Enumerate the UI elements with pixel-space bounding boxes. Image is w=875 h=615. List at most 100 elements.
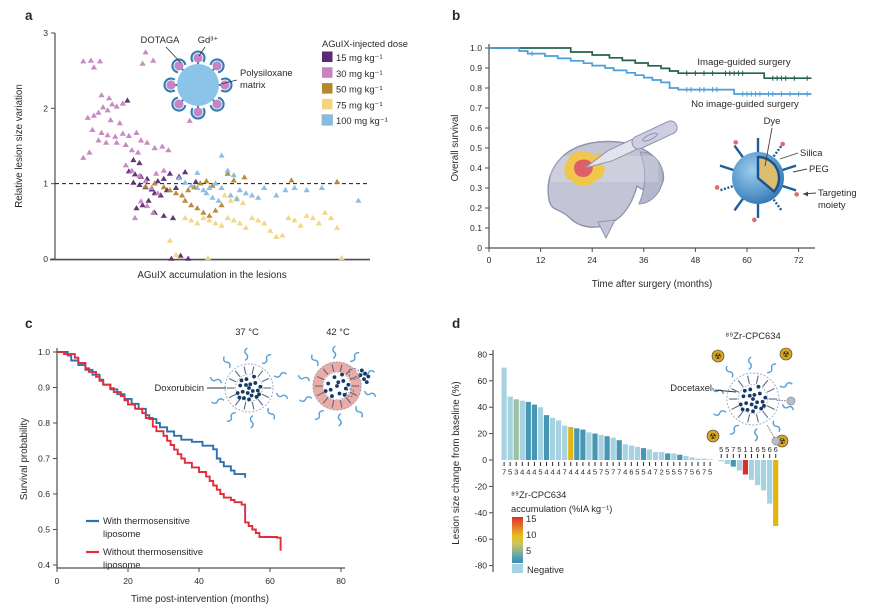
panel-a-legend: 15 mg kg⁻¹ 30 mg kg⁻¹ 50 mg kg⁻¹ 75 mg kg⁻¹… — [321, 51, 388, 126]
tick-label: 0.5 — [470, 143, 482, 153]
scatter-series — [80, 49, 193, 221]
dotaga-chelator — [171, 96, 187, 112]
drug-molecule — [258, 384, 263, 389]
waterfall-bar — [562, 425, 568, 460]
gadolinium-ion — [174, 99, 184, 109]
scatter-point — [297, 222, 304, 228]
scatter-point — [303, 187, 310, 193]
panel-b-x-axis-label: Time after surgery (months) — [592, 279, 713, 290]
tick-label: 0.2 — [470, 203, 482, 213]
peg-squiggle — [226, 411, 236, 422]
panel-d-letter: d — [452, 316, 460, 331]
peg-squiggle — [781, 404, 795, 411]
drug-molecule — [759, 406, 764, 411]
scatter-point — [355, 197, 362, 203]
scatter-point — [194, 205, 201, 211]
waterfall-bar — [773, 460, 779, 526]
targeting-moiety-tip — [780, 141, 785, 147]
peg-squiggle — [711, 387, 725, 394]
scatter-point — [218, 202, 225, 208]
zr89-radiolabel — [711, 349, 725, 363]
peg-squiggle — [314, 409, 324, 420]
tick-label: 0 — [55, 576, 60, 586]
tick-label: 4 — [647, 468, 651, 477]
tick-label: 12 — [536, 255, 546, 265]
drug-molecule — [752, 393, 757, 397]
tick-label: 2 — [660, 468, 664, 477]
zr89-radiolabel — [706, 429, 720, 443]
scatter-point — [188, 202, 195, 208]
tick-label: 0.3 — [470, 183, 482, 193]
scatter-point — [166, 170, 173, 176]
dye-core — [756, 155, 781, 194]
drug-molecule — [763, 395, 768, 400]
scatter-point — [160, 184, 167, 190]
drug-molecule — [239, 378, 244, 383]
tick-label: -20 — [475, 481, 488, 491]
scatter-point — [267, 227, 274, 233]
tick-label: 15 mg kg⁻¹ — [336, 52, 383, 63]
legend-swatch — [321, 114, 333, 126]
scatter-point — [227, 192, 234, 198]
peg-squiggle — [350, 352, 360, 363]
gadolinium-label: Gd³⁺ — [198, 34, 219, 45]
waterfall-bar — [543, 415, 550, 460]
tick-label: 3 — [514, 468, 518, 477]
tick-label: 20 — [123, 576, 133, 586]
waterfall-bar — [653, 452, 659, 460]
scatter-point — [230, 172, 237, 178]
tick-label: 5 — [762, 445, 766, 454]
scatter-point — [154, 190, 161, 196]
tick-label: 5 — [605, 468, 609, 477]
peg-squiggle — [273, 371, 288, 378]
scatter-point — [80, 154, 87, 160]
scatter-point — [212, 207, 219, 213]
drug-molecule — [748, 387, 753, 392]
tick-label: 5 — [666, 468, 670, 477]
scatter-series — [175, 152, 362, 203]
tick-label: With thermosensitive — [103, 515, 190, 526]
scatter-point — [209, 182, 216, 188]
drug-molecule — [247, 386, 251, 390]
waterfall-bar — [701, 458, 707, 460]
waterfall-bar — [501, 367, 507, 460]
drug-molecule — [749, 402, 754, 407]
peg-squiggle — [210, 398, 225, 405]
polysiloxane-label-line2: matrix — [240, 79, 266, 90]
panel-a-x-axis-label: AGuIX accumulation in the lesions — [137, 270, 286, 281]
scatter-series — [166, 192, 345, 260]
drug-molecule — [253, 381, 258, 385]
tick-label: 100 mg kg⁻¹ — [336, 115, 388, 126]
tick-label: 5 — [672, 468, 676, 477]
tick-label: 0.4 — [38, 560, 50, 570]
drug-molecule — [337, 391, 342, 396]
scatter-point — [103, 139, 110, 145]
tick-label: Without thermosensitive — [103, 546, 203, 557]
peg-squiggle — [713, 410, 727, 416]
scatter-point — [165, 147, 172, 153]
drug-molecule — [244, 377, 249, 382]
scatter-point — [291, 184, 298, 190]
scatter-point — [86, 149, 93, 155]
drug-molecule — [742, 388, 747, 393]
tick-label: 6 — [755, 445, 759, 454]
accumulation-legend-title-line2: accumulation (%IA kg⁻¹) — [511, 503, 612, 514]
scatter-point — [255, 217, 262, 223]
tick-label: 40 — [194, 576, 204, 586]
scatter-point — [206, 212, 213, 218]
tick-label: 72 — [794, 255, 804, 265]
scatter-point — [104, 132, 111, 138]
panel-a-legend-title: AGuIX-injected dose — [322, 38, 408, 49]
scatter-point — [334, 178, 341, 184]
tick-label: 0.8 — [470, 83, 482, 93]
scatter-point — [122, 141, 129, 147]
targeting-moiety-tip — [752, 217, 757, 223]
tick-label: 50 mg kg⁻¹ — [336, 84, 383, 95]
scatter-point — [288, 177, 295, 183]
gadolinium-ion — [193, 107, 203, 117]
panel-a-letter: a — [25, 8, 33, 23]
panel-d-y-axis-label: Lesion size change from baseline (%) — [451, 381, 462, 544]
drug-molecule — [756, 384, 761, 389]
waterfall-bar — [568, 427, 574, 460]
drug-molecule — [332, 375, 337, 380]
